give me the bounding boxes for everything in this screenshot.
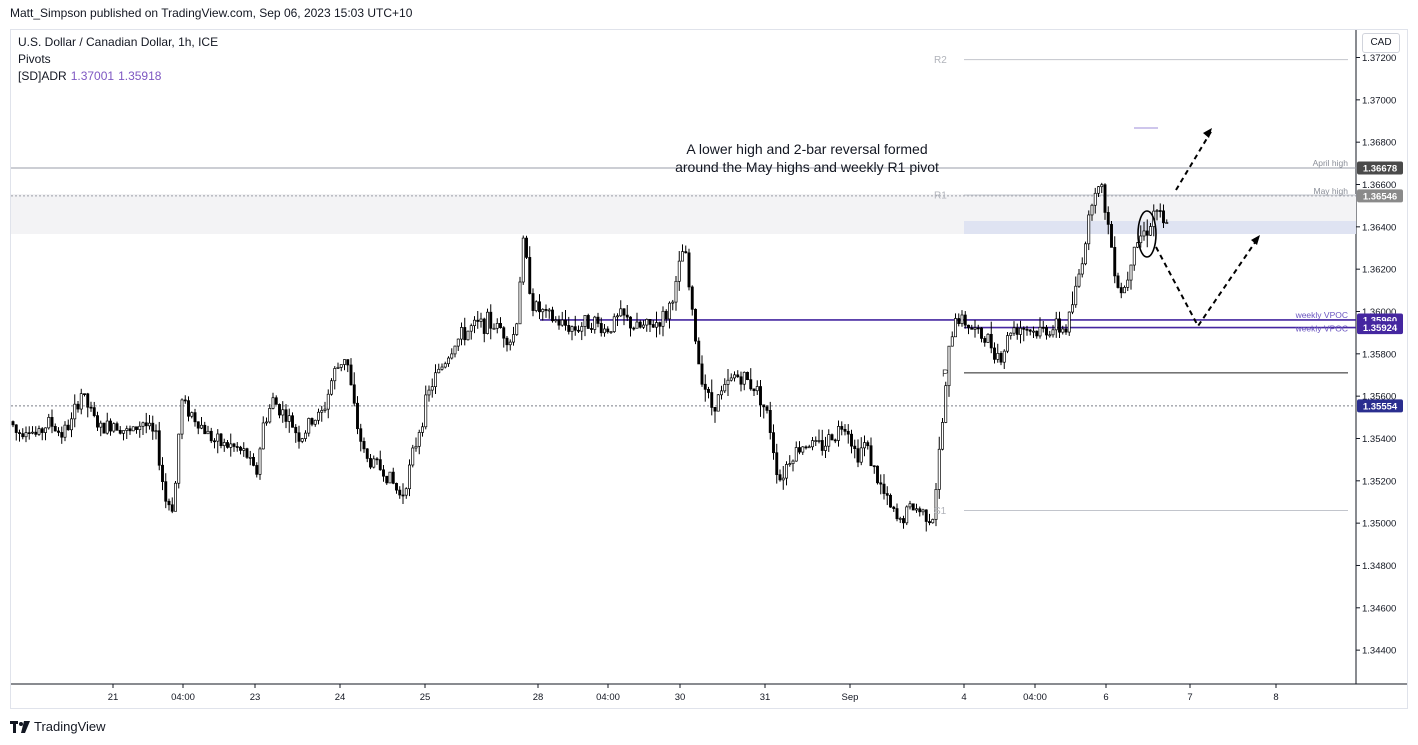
- published-header: Matt_Simpson published on TradingView.co…: [10, 6, 413, 20]
- adr-value-1: 1.37001: [70, 69, 115, 83]
- chart-frame: [10, 29, 1408, 709]
- adr-name: [SD]ADR: [18, 69, 67, 83]
- symbol-legend[interactable]: U.S. Dollar / Canadian Dollar, 1h, ICE: [18, 35, 219, 49]
- adr-value-2: 1.35918: [118, 69, 162, 83]
- pivots-legend[interactable]: Pivots: [18, 52, 51, 66]
- currency-button[interactable]: CAD: [1362, 33, 1400, 53]
- tradingview-footer-label: TradingView: [34, 719, 106, 734]
- adr-legend[interactable]: [SD]ADR 1.37001 1.35918: [18, 69, 161, 83]
- tradingview-logo-icon: [10, 720, 30, 733]
- tradingview-footer[interactable]: TradingView: [10, 719, 106, 734]
